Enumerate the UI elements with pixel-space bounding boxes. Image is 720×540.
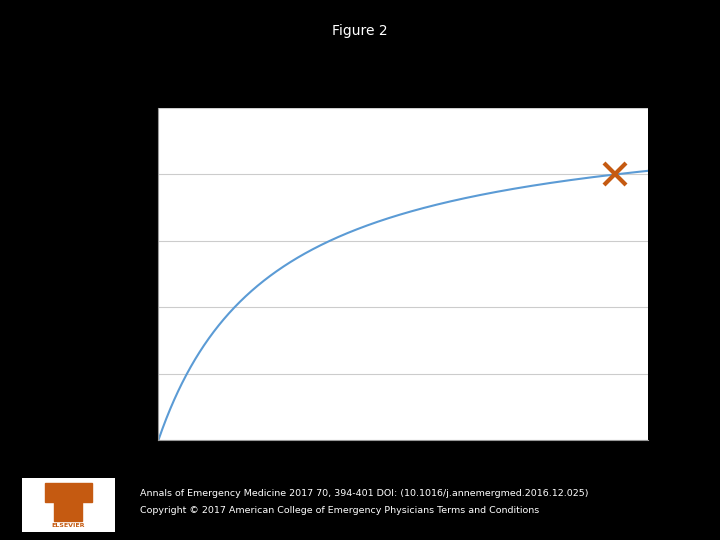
Text: Figure 2: Figure 2 xyxy=(332,24,388,38)
Y-axis label: Reliability: Reliability xyxy=(112,239,125,309)
Text: Copyright © 2017 American College of Emergency Physicians Terms and Conditions: Copyright © 2017 American College of Eme… xyxy=(140,506,540,515)
X-axis label: Number of Raters: Number of Raters xyxy=(341,468,465,481)
Text: Annals of Emergency Medicine 2017 70, 394-401 DOI: (10.1016/j.annemergmed.2016.1: Annals of Emergency Medicine 2017 70, 39… xyxy=(140,489,589,498)
Bar xyxy=(55,501,82,521)
Text: ELSEVIER: ELSEVIER xyxy=(52,523,85,528)
Bar xyxy=(45,483,92,502)
